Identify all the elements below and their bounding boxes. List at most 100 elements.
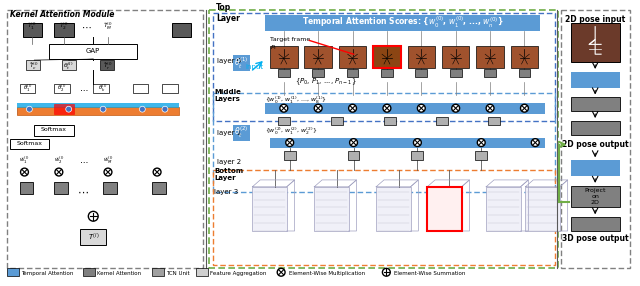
- FancyBboxPatch shape: [412, 151, 423, 160]
- FancyBboxPatch shape: [442, 46, 470, 68]
- FancyBboxPatch shape: [415, 69, 428, 77]
- FancyBboxPatch shape: [10, 139, 49, 150]
- FancyBboxPatch shape: [162, 84, 178, 94]
- Text: Input: Input: [246, 64, 264, 70]
- Circle shape: [162, 106, 168, 112]
- Circle shape: [277, 268, 285, 276]
- Circle shape: [55, 168, 63, 176]
- Circle shape: [531, 139, 539, 146]
- Circle shape: [413, 139, 421, 146]
- FancyBboxPatch shape: [20, 84, 35, 94]
- FancyBboxPatch shape: [265, 15, 540, 31]
- Text: GAP: GAP: [86, 48, 100, 54]
- Text: layer 3: layer 3: [214, 189, 238, 195]
- Text: $\theta_t^{(1)}$: $\theta_t^{(1)}$: [234, 55, 249, 71]
- Circle shape: [20, 168, 28, 176]
- FancyBboxPatch shape: [408, 46, 435, 68]
- Text: $\cdots$: $\cdots$: [77, 187, 90, 197]
- Text: $\theta_t^{(2)}$: $\theta_t^{(2)}$: [234, 125, 249, 140]
- FancyBboxPatch shape: [486, 187, 520, 231]
- FancyBboxPatch shape: [428, 187, 461, 231]
- FancyBboxPatch shape: [54, 182, 68, 194]
- Text: Softmax: Softmax: [17, 141, 42, 146]
- Bar: [561, 10, 630, 268]
- Text: $\tilde{w}_2^{(l)}$: $\tilde{w}_2^{(l)}$: [54, 154, 64, 166]
- Bar: [7, 10, 204, 268]
- FancyBboxPatch shape: [35, 125, 74, 136]
- Text: $\theta_k^{(l)}$: $\theta_k^{(l)}$: [99, 83, 108, 94]
- Text: $\theta_2^{(l)}$: $\theta_2^{(l)}$: [57, 83, 67, 94]
- Circle shape: [140, 106, 145, 112]
- Text: Bottom
Layer: Bottom Layer: [214, 168, 243, 181]
- FancyBboxPatch shape: [17, 107, 179, 115]
- FancyBboxPatch shape: [196, 268, 208, 276]
- FancyBboxPatch shape: [20, 182, 33, 194]
- FancyBboxPatch shape: [571, 98, 620, 111]
- Circle shape: [417, 104, 425, 112]
- Text: $\tilde{T}_2^{(l)}$: $\tilde{T}_2^{(l)}$: [59, 21, 69, 32]
- FancyBboxPatch shape: [314, 187, 349, 231]
- Circle shape: [452, 104, 460, 112]
- FancyBboxPatch shape: [17, 103, 179, 115]
- FancyBboxPatch shape: [26, 60, 40, 70]
- Text: {$P_0$, $P_1$, ..., $P_{n-1}$}: {$P_0$, $P_1$, ..., $P_{n-1}$}: [294, 76, 356, 87]
- Bar: [213, 13, 555, 121]
- FancyBboxPatch shape: [284, 151, 296, 160]
- FancyBboxPatch shape: [571, 160, 620, 176]
- Text: Middle
Layers: Middle Layers: [214, 89, 241, 102]
- Circle shape: [280, 104, 288, 112]
- Circle shape: [104, 168, 112, 176]
- Circle shape: [26, 106, 33, 112]
- Text: Temporal Attention Scores: {$w_0^{(0)}$, $w_1^{(0)}$, ..., $w_n^{(0)}$}: Temporal Attention Scores: {$w_0^{(0)}$,…: [302, 15, 504, 31]
- FancyBboxPatch shape: [571, 23, 620, 62]
- FancyBboxPatch shape: [22, 23, 42, 37]
- Text: {$w_0^{(2)}$, $w_1^{(2)}$, $w_2^{(2)}$}: {$w_0^{(2)}$, $w_1^{(2)}$, $w_2^{(2)}$}: [265, 125, 317, 136]
- FancyBboxPatch shape: [384, 117, 396, 125]
- FancyBboxPatch shape: [17, 103, 179, 108]
- Text: layer 1: layer 1: [217, 130, 241, 136]
- FancyBboxPatch shape: [436, 117, 448, 125]
- Bar: [209, 10, 558, 268]
- FancyBboxPatch shape: [484, 69, 496, 77]
- Bar: [213, 94, 555, 192]
- Circle shape: [520, 104, 529, 112]
- FancyBboxPatch shape: [305, 46, 332, 68]
- FancyBboxPatch shape: [476, 46, 504, 68]
- FancyBboxPatch shape: [348, 151, 360, 160]
- FancyBboxPatch shape: [518, 69, 531, 77]
- Text: Target frame
$P_t$: Target frame $P_t$: [270, 37, 310, 51]
- FancyBboxPatch shape: [381, 69, 393, 77]
- FancyBboxPatch shape: [339, 46, 366, 68]
- Text: Softmax: Softmax: [41, 127, 67, 132]
- Text: Element-Wise Multiplication: Element-Wise Multiplication: [289, 271, 365, 276]
- FancyBboxPatch shape: [152, 182, 166, 194]
- Circle shape: [66, 106, 72, 112]
- Circle shape: [486, 104, 494, 112]
- Circle shape: [286, 139, 294, 146]
- Text: Element-Wise Summation: Element-Wise Summation: [394, 271, 465, 276]
- Text: 2D pose input: 2D pose input: [565, 15, 625, 24]
- FancyBboxPatch shape: [81, 229, 106, 245]
- Text: TCN Unit: TCN Unit: [166, 271, 189, 276]
- Text: $\theta_1^{(l)}$: $\theta_1^{(l)}$: [22, 83, 32, 94]
- FancyBboxPatch shape: [265, 103, 545, 114]
- FancyBboxPatch shape: [103, 182, 117, 194]
- FancyBboxPatch shape: [54, 104, 74, 114]
- Text: {$w_0^{(1)}$, $w_1^{(1)}$, ..., $w_8^{(1)}$}: {$w_0^{(1)}$, $w_1^{(1)}$, ..., $w_8^{(1…: [265, 95, 327, 106]
- FancyBboxPatch shape: [93, 84, 109, 94]
- FancyBboxPatch shape: [252, 187, 287, 231]
- FancyBboxPatch shape: [233, 125, 250, 141]
- Text: $\theta_t^{(l)}$: $\theta_t^{(l)}$: [63, 60, 74, 72]
- FancyBboxPatch shape: [571, 72, 620, 88]
- Text: $\hat{T}_c^{(l)}$: $\hat{T}_c^{(l)}$: [29, 60, 39, 72]
- FancyBboxPatch shape: [376, 187, 410, 231]
- FancyBboxPatch shape: [476, 151, 487, 160]
- Circle shape: [153, 168, 161, 176]
- Text: Kernel Attention: Kernel Attention: [97, 271, 141, 276]
- Circle shape: [88, 211, 98, 221]
- FancyBboxPatch shape: [428, 187, 461, 231]
- FancyBboxPatch shape: [233, 55, 250, 71]
- Text: $\tilde{T}_1^{(l)}$: $\tilde{T}_1^{(l)}$: [28, 21, 37, 32]
- FancyBboxPatch shape: [373, 46, 401, 68]
- Text: $\tilde{w}_M^{(l)}$: $\tilde{w}_M^{(l)}$: [103, 154, 113, 166]
